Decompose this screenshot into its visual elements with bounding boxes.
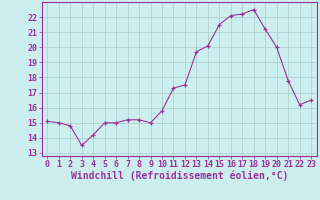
- X-axis label: Windchill (Refroidissement éolien,°C): Windchill (Refroidissement éolien,°C): [70, 171, 288, 181]
